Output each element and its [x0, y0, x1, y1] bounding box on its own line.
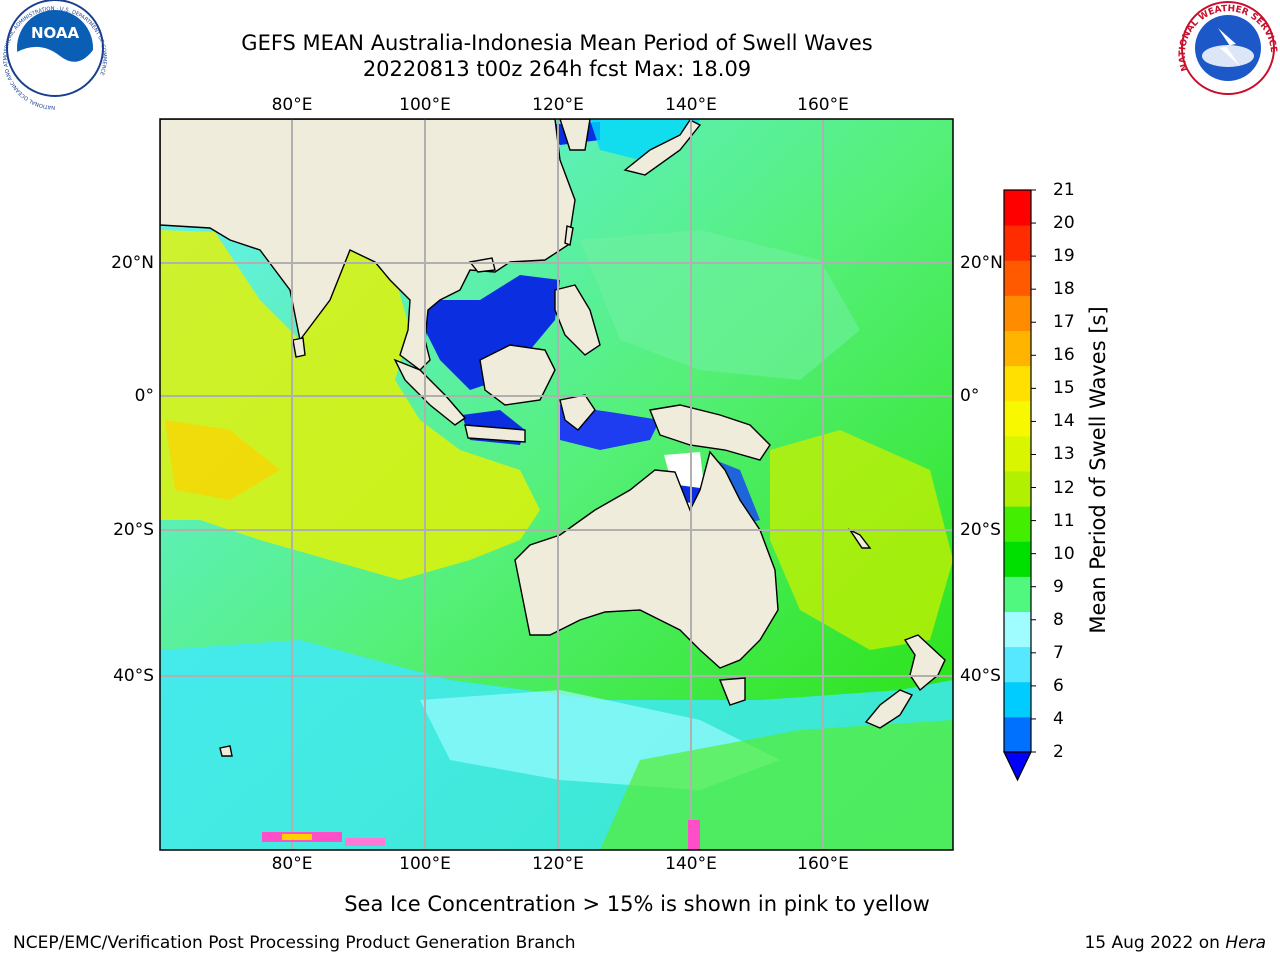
lon-label-top: 140°E: [665, 95, 717, 115]
lon-label-bottom: 160°E: [797, 854, 849, 874]
lat-label-left: 40°S: [113, 666, 154, 686]
lat-label-left: 20°S: [113, 520, 154, 540]
graticule: [160, 119, 953, 850]
colorbar-extend-arrow: [1003, 751, 1032, 782]
colorbar-frame: [1003, 189, 1032, 753]
colorbar-segment: [1004, 225, 1031, 261]
colorbar-tick-label: 21: [1053, 180, 1075, 200]
lon-label-top: 80°E: [271, 95, 313, 115]
colorbar-segment: [1004, 576, 1031, 612]
noaa-logo-text: NOAA: [31, 24, 80, 42]
lon-label-bottom: 140°E: [665, 854, 717, 874]
lat-label-left: 0°: [134, 386, 154, 406]
map-title: GEFS MEAN Australia-Indonesia Mean Perio…: [241, 31, 873, 55]
colorbar-tick-label: 17: [1053, 312, 1075, 333]
colorbar-tick-label: 12: [1053, 477, 1075, 498]
sea-ice-marks: [262, 820, 700, 850]
colorbar-segment: [1004, 435, 1031, 472]
lat-label-right: 20°S: [960, 520, 1001, 540]
colorbar: [1003, 189, 1036, 782]
map-area[interactable]: [160, 119, 953, 850]
colorbar-tick-label: 10: [1053, 543, 1075, 564]
colorbar-segment: [1004, 646, 1031, 683]
colorbar-segment: [1004, 400, 1031, 437]
colorbar-segment: [1004, 716, 1031, 753]
colorbar-segment: [1004, 471, 1031, 507]
footer-date-text: 15 Aug 2022 on: [1084, 933, 1226, 953]
noaa-logo: NOAA NATIONAL OCEANIC AND ATMOSPHERIC AD…: [3, 0, 107, 110]
lon-label-bottom: 100°E: [399, 854, 451, 874]
colorbar-segment: [1004, 506, 1031, 542]
footer-host: Hera: [1225, 933, 1266, 953]
colorbar-tick-label: 20: [1053, 213, 1075, 234]
colorbar-title: Mean Period of Swell Waves [s]: [1086, 306, 1110, 634]
colorbar-tick-label: 16: [1053, 345, 1075, 366]
colorbar-tick-label: 6: [1053, 675, 1064, 696]
colorbar-segment: [1004, 330, 1031, 367]
colorbar-segment: [1004, 681, 1031, 718]
colorbar-segment: [1004, 190, 1031, 226]
colorbar-tick-label: 9: [1053, 576, 1064, 597]
colorbar-tick-label: 11: [1053, 510, 1075, 531]
colorbar-tick-label: 13: [1053, 444, 1075, 465]
nws-logo: NATIONAL WEATHER SERVICE: [1178, 1, 1278, 95]
colorbar-segment: [1004, 541, 1031, 577]
lon-label-top: 160°E: [797, 95, 849, 115]
lat-label-right: 20°N: [960, 253, 1003, 273]
colorbar-segment: [1004, 365, 1031, 402]
colorbar-segment: [1004, 260, 1031, 296]
colorbar-segment: [1004, 295, 1031, 331]
sea-ice-note: Sea Ice Concentration > 15% is shown in …: [344, 892, 930, 916]
map-subtitle: 20220813 t00z 264h fcst Max: 18.09: [362, 57, 752, 81]
colorbar-tick-label: 8: [1053, 609, 1064, 630]
footer-date: 15 Aug 2022 on Hera: [1084, 932, 1266, 954]
lon-label-top: 100°E: [399, 95, 451, 115]
colorbar-tick-label: 15: [1053, 378, 1075, 399]
colorbar-tick-label: 4: [1053, 708, 1064, 729]
lon-label-bottom: 120°E: [532, 854, 584, 874]
colorbar-tick-label: 7: [1053, 642, 1064, 663]
colorbar-tick-label: 14: [1053, 411, 1075, 432]
lat-label-right: 40°S: [960, 666, 1001, 686]
colorbar-segment: [1004, 611, 1031, 648]
lat-label-right: 0°: [960, 386, 980, 406]
footer-credit: NCEP/EMC/Verification Post Processing Pr…: [13, 933, 576, 953]
colorbar-tick-label: 19: [1053, 246, 1075, 267]
colorbar-tick-label: 2: [1053, 742, 1064, 762]
map-frame: [159, 118, 954, 851]
lat-label-left: 20°N: [111, 253, 154, 273]
lon-label-bottom: 80°E: [271, 854, 313, 874]
lon-label-top: 120°E: [532, 95, 584, 115]
colorbar-tick-label: 18: [1053, 279, 1075, 300]
